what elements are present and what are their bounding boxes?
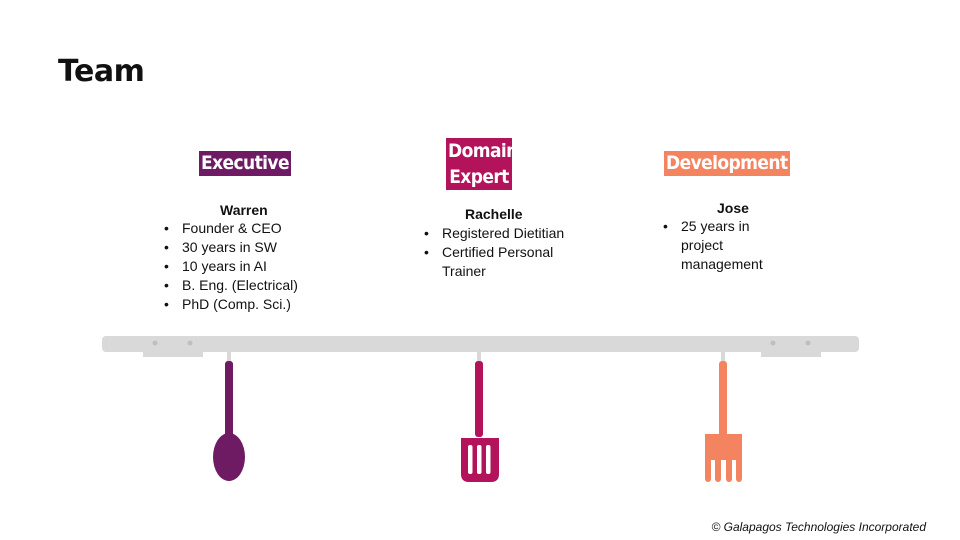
list-item: Certified Personal Trainer	[424, 243, 584, 281]
list-item: 25 years in project management	[663, 217, 793, 274]
person-name-rachelle: Rachelle	[465, 206, 523, 222]
bullet-list-warren: Founder & CEO 30 years in SW 10 years in…	[164, 219, 298, 314]
slide-title: Team	[58, 54, 145, 89]
role-label-domain-expert: Domain Expert	[446, 138, 518, 190]
spatula-icon	[461, 361, 499, 482]
list-item: Registered Dietitian	[424, 224, 584, 243]
list-item: 10 years in AI	[164, 257, 298, 276]
list-item: B. Eng. (Electrical)	[164, 276, 298, 295]
person-name-jose: Jose	[717, 200, 749, 216]
copyright-footer: © Galapagos Technologies Incorporated	[711, 520, 926, 534]
bullet-list-rachelle: Registered Dietitian Certified Personal …	[424, 224, 584, 281]
hook-icon	[227, 350, 725, 362]
spoon-icon	[213, 361, 245, 481]
bullet-list-jose: 25 years in project management	[663, 217, 793, 274]
rack-bar	[102, 336, 859, 357]
fork-icon	[705, 361, 742, 482]
role-label-development: Development	[664, 151, 790, 176]
role-label-executive: Executive	[199, 151, 291, 176]
list-item: Founder & CEO	[164, 219, 298, 238]
list-item: 30 years in SW	[164, 238, 298, 257]
list-item: PhD (Comp. Sci.)	[164, 295, 298, 314]
person-name-warren: Warren	[220, 202, 268, 218]
